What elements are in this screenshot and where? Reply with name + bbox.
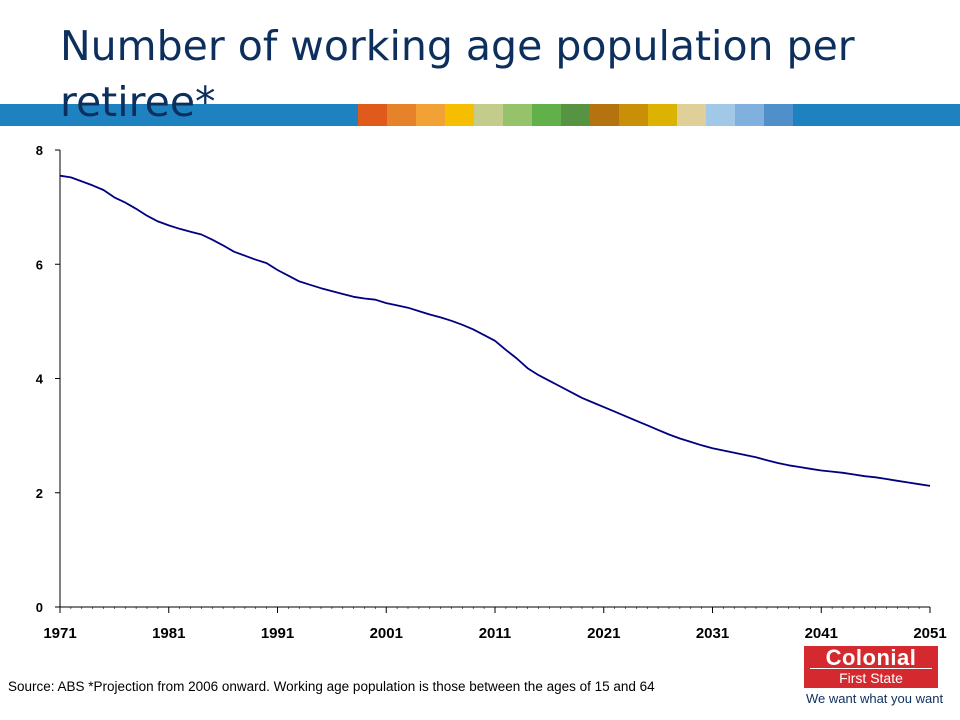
y-tick-label: 6 bbox=[36, 257, 43, 272]
color-swatch bbox=[735, 104, 764, 126]
color-swatch bbox=[764, 104, 793, 126]
x-tick-label: 1991 bbox=[261, 625, 294, 642]
x-tick-label: 2051 bbox=[913, 625, 946, 642]
color-swatch bbox=[648, 104, 677, 126]
page-title: Number of working age population per ret… bbox=[60, 22, 855, 126]
series-line bbox=[59, 174, 931, 487]
color-swatch bbox=[358, 104, 387, 126]
y-tick-label: 0 bbox=[36, 600, 43, 615]
x-tick-label: 1981 bbox=[152, 625, 185, 642]
color-swatch bbox=[677, 104, 706, 126]
x-tick-label: 2001 bbox=[370, 625, 403, 642]
x-tick-label: 1971 bbox=[43, 625, 76, 642]
logo-tagline: We want what you want bbox=[806, 691, 944, 706]
x-tick-label: 2031 bbox=[696, 625, 729, 642]
colonial-first-state-logo: Colonial First State We want what you wa… bbox=[804, 646, 944, 706]
logo-subtitle: First State bbox=[810, 668, 932, 687]
x-tick-label: 2041 bbox=[805, 625, 838, 642]
logo-name: Colonial bbox=[825, 645, 917, 670]
y-tick-label: 4 bbox=[36, 372, 44, 387]
y-tick-label: 8 bbox=[36, 143, 43, 158]
color-swatch bbox=[619, 104, 648, 126]
logo-box: Colonial First State bbox=[804, 646, 938, 688]
color-swatch bbox=[561, 104, 590, 126]
color-swatch bbox=[445, 104, 474, 126]
source-note: Source: ABS *Projection from 2006 onward… bbox=[8, 679, 655, 694]
y-tick-label: 2 bbox=[36, 486, 43, 501]
color-swatch bbox=[387, 104, 416, 126]
color-swatch bbox=[503, 104, 532, 126]
x-tick-label: 2021 bbox=[587, 625, 620, 642]
line-chart: 0 2 4 6 8 1971 1981 1991 2001 2011 2021 2031 2041 205… bbox=[36, 143, 947, 642]
color-swatch bbox=[474, 104, 503, 126]
x-tick-label: 2011 bbox=[479, 625, 512, 642]
color-swatch bbox=[590, 104, 619, 126]
color-swatch-strip bbox=[358, 104, 793, 126]
decorative-header-band bbox=[0, 104, 960, 126]
color-swatch bbox=[416, 104, 445, 126]
color-swatch bbox=[706, 104, 735, 126]
color-swatch bbox=[532, 104, 561, 126]
